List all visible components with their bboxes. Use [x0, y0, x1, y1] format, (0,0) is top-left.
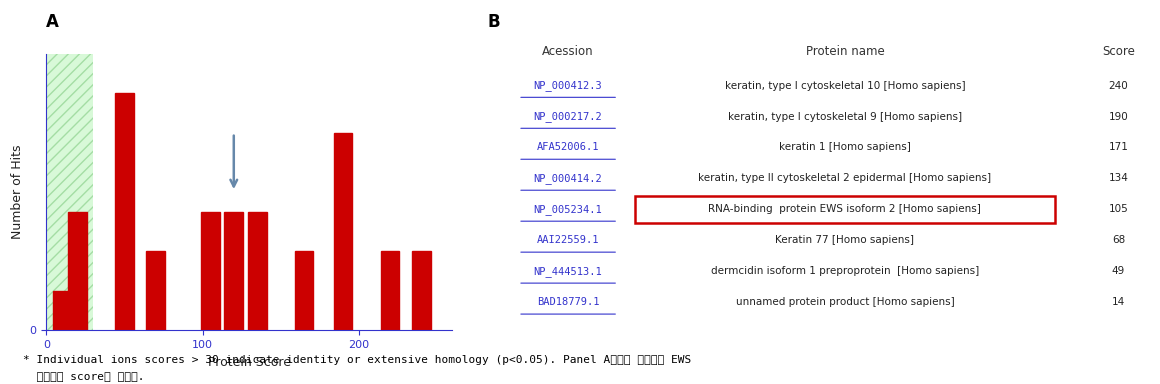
Text: keratin, type II cytoskeletal 2 epidermal [Homo sapiens]: keratin, type II cytoskeletal 2 epiderma… — [698, 174, 992, 184]
Text: BAD18779.1: BAD18779.1 — [537, 297, 600, 307]
Text: 68: 68 — [1111, 235, 1125, 245]
Text: dermcidin isoform 1 preproprotein  [Homo sapiens]: dermcidin isoform 1 preproprotein [Homo … — [711, 266, 979, 276]
Text: 14: 14 — [1111, 297, 1125, 307]
Text: A: A — [46, 13, 59, 31]
Bar — [52, 291, 72, 330]
Text: 190: 190 — [1109, 111, 1129, 121]
Text: keratin, type I cytoskeletal 9 [Homo sapiens]: keratin, type I cytoskeletal 9 [Homo sap… — [727, 111, 962, 121]
Bar — [201, 212, 219, 330]
Text: NP_000412.3: NP_000412.3 — [534, 80, 602, 91]
Bar — [224, 212, 244, 330]
Bar — [248, 212, 267, 330]
Bar — [115, 93, 133, 330]
Bar — [146, 251, 165, 330]
Text: AFA52006.1: AFA52006.1 — [537, 142, 600, 152]
Text: unnamed protein product [Homo sapiens]: unnamed protein product [Homo sapiens] — [735, 297, 955, 307]
Text: keratin, type I cytoskeletal 10 [Homo sapiens]: keratin, type I cytoskeletal 10 [Homo sa… — [725, 81, 965, 91]
Text: Keratin 77 [Homo sapiens]: Keratin 77 [Homo sapiens] — [775, 235, 914, 245]
Bar — [295, 251, 313, 330]
Text: 단백질의 score를 가리킴.: 단백질의 score를 가리킴. — [23, 372, 145, 382]
Bar — [46, 54, 93, 330]
Text: Score: Score — [1102, 45, 1134, 58]
Text: B: B — [487, 13, 500, 31]
Y-axis label: Number of Hits: Number of Hits — [12, 145, 24, 239]
Text: Protein name: Protein name — [805, 45, 884, 58]
Text: NP_000217.2: NP_000217.2 — [534, 111, 602, 122]
Text: 171: 171 — [1109, 142, 1129, 152]
X-axis label: Protein Score: Protein Score — [208, 356, 291, 369]
Text: Acession: Acession — [542, 45, 594, 58]
Bar — [412, 251, 430, 330]
Text: AAI22559.1: AAI22559.1 — [537, 235, 600, 245]
Text: 49: 49 — [1111, 266, 1125, 276]
Text: 105: 105 — [1109, 204, 1129, 214]
Text: RNA-binding  protein EWS isoform 2 [Homo sapiens]: RNA-binding protein EWS isoform 2 [Homo … — [709, 204, 981, 214]
Text: NP_000414.2: NP_000414.2 — [534, 173, 602, 184]
Bar — [68, 212, 87, 330]
Text: NP_444513.1: NP_444513.1 — [534, 266, 602, 277]
Bar — [334, 133, 353, 330]
Text: 240: 240 — [1109, 81, 1129, 91]
Text: 134: 134 — [1109, 174, 1129, 184]
Text: keratin 1 [Homo sapiens]: keratin 1 [Homo sapiens] — [780, 142, 911, 152]
Bar — [635, 196, 1056, 223]
Bar — [380, 251, 399, 330]
Text: NP_005234.1: NP_005234.1 — [534, 204, 602, 215]
Text: * Individual ions scores > 30 indicate identity or extensive homology (p<0.05). : * Individual ions scores > 30 indicate i… — [23, 355, 691, 365]
